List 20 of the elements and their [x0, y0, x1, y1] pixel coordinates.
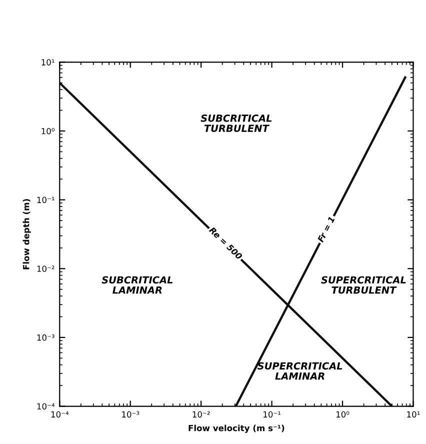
y-axis-title: Flow depth (m): [22, 199, 31, 270]
y-tick-label: 10⁰: [42, 128, 54, 134]
annotation: Fr = 1: [317, 216, 335, 243]
y-tick-label: 10⁻¹: [37, 196, 54, 204]
annotation: Re = 500: [208, 226, 243, 260]
y-tick-label: 10¹: [42, 59, 54, 66]
annotation: SUBCRITICAL LAMINAR: [102, 276, 173, 294]
annotation: SUPERCRITICAL TURBULENT: [321, 276, 406, 294]
x-tick-label: 10⁻²: [192, 411, 210, 418]
x-tick-label: 10⁻¹: [264, 411, 281, 418]
annotation: SUPERCRITICAL LAMINAR: [257, 362, 342, 380]
x-tick-label: 10¹: [407, 411, 420, 418]
x-tick-label: 10⁰: [336, 411, 350, 418]
x-tick-label: 10⁻⁴: [51, 411, 69, 418]
y-tick-label: 10⁻⁴: [37, 403, 55, 410]
y-tick-label: 10⁻³: [37, 334, 54, 341]
x-tick-label: 10⁻³: [122, 411, 140, 418]
x-axis-title: Flow velocity (m s⁻¹): [188, 424, 284, 433]
y-tick-label: 10⁻²: [37, 266, 54, 272]
annotation: SUBCRITICAL TURBULENT: [200, 114, 272, 132]
